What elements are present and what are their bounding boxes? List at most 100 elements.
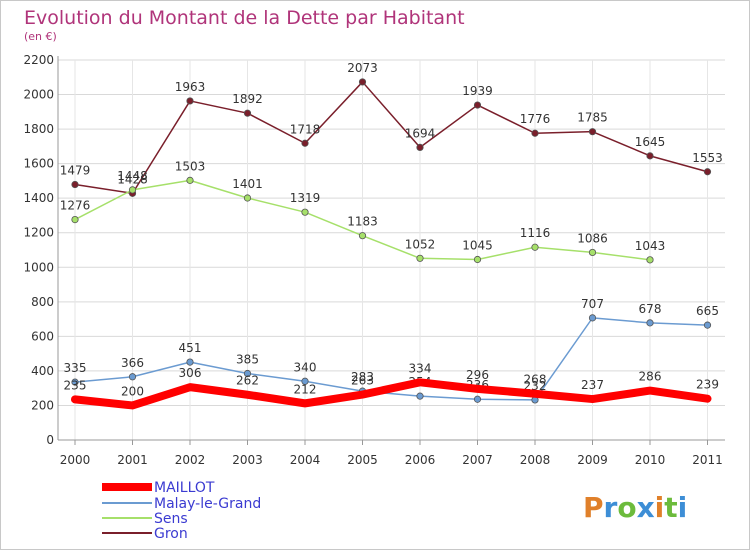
data-point <box>416 254 424 262</box>
data-label: 678 <box>639 302 662 316</box>
x-tick-label: 2002 <box>175 453 206 467</box>
x-tick-label: 2005 <box>347 453 378 467</box>
legend-item: Malay-le-Grand <box>102 496 261 512</box>
legend-label: Sens <box>154 511 188 527</box>
data-label: 283 <box>351 370 374 384</box>
data-point <box>71 378 79 386</box>
data-point <box>358 78 367 86</box>
data-label: 286 <box>639 370 662 384</box>
data-point <box>301 208 309 216</box>
data-label: 1479 <box>60 164 91 178</box>
data-point <box>531 129 539 137</box>
data-label: 1043 <box>635 239 666 253</box>
data-label: 451 <box>179 341 202 355</box>
data-point <box>71 216 79 224</box>
data-label: 1276 <box>60 199 91 213</box>
data-label: 1448 <box>117 169 148 183</box>
x-tick-label: 2001 <box>117 453 148 467</box>
y-tick-label: 800 <box>31 295 54 309</box>
data-label: 334 <box>409 361 432 375</box>
y-tick-label: 1400 <box>23 191 54 205</box>
data-point <box>128 186 137 194</box>
y-tick-label: 2000 <box>23 88 54 102</box>
x-tick-label: 2003 <box>232 453 263 467</box>
data-label: 1645 <box>635 135 666 149</box>
data-point <box>186 176 194 184</box>
y-tick-label: 1800 <box>23 122 54 136</box>
data-label: 1428 <box>117 172 148 186</box>
series-sens: 1276 1448 1503 1401 1319 1183 1052 1045 1116 1086… <box>60 159 666 264</box>
series-line <box>74 81 709 195</box>
data-label: 1086 <box>577 231 608 245</box>
data-point <box>243 369 252 378</box>
data-point <box>588 314 597 322</box>
x-tick-label: 2008 <box>520 453 551 467</box>
data-label: 665 <box>696 304 719 318</box>
data-label: 335 <box>64 361 87 375</box>
data-label: 1401 <box>232 177 263 191</box>
data-label: 235 <box>64 378 87 392</box>
y-tick-label: 2200 <box>23 53 54 67</box>
x-tick-label: 2004 <box>290 453 321 467</box>
legend-label: Gron <box>154 526 188 542</box>
x-tick-label: 2006 <box>405 453 436 467</box>
data-point <box>646 319 654 327</box>
data-label: 239 <box>696 378 719 392</box>
data-point <box>416 143 424 151</box>
data-label: 263 <box>351 374 374 388</box>
data-label: 1892 <box>232 92 263 106</box>
data-label: 1694 <box>405 126 436 140</box>
data-label: 1319 <box>290 191 321 205</box>
y-tick-label: 1200 <box>23 226 54 240</box>
data-label: 200 <box>121 384 144 398</box>
chart-subtitle: (en €) <box>24 30 57 43</box>
data-label: 1963 <box>175 80 206 94</box>
series-gron: 1479 1428 1963 1892 1718 2073 1694 1939 1776 1785… <box>60 61 723 197</box>
data-label: 1052 <box>405 237 436 251</box>
data-label: 1503 <box>175 159 206 173</box>
y-tick-label: 1600 <box>23 157 54 171</box>
data-label: 707 <box>581 297 604 311</box>
data-point <box>703 321 712 329</box>
data-label: 268 <box>524 373 547 387</box>
x-tick-label: 2000 <box>60 453 91 467</box>
series-line <box>71 378 712 410</box>
data-label: 1776 <box>520 112 551 126</box>
data-label: 306 <box>179 366 202 380</box>
x-tick-label: 2009 <box>577 453 608 467</box>
data-point <box>243 194 252 202</box>
x-tick-label: 2011 <box>692 453 723 467</box>
data-point <box>243 109 252 117</box>
chart-title: Evolution du Montant de la Dette par Hab… <box>24 7 465 29</box>
data-label: 212 <box>294 382 317 396</box>
y-tick-label: 400 <box>31 364 54 378</box>
data-point <box>186 358 194 366</box>
series-maillot: 235 200 306 262 212 263 334 296 268 237 286 239 <box>64 361 719 410</box>
data-point <box>128 373 137 381</box>
legend-label: MAILLOT <box>154 480 215 496</box>
data-point <box>416 392 424 400</box>
series-line <box>74 317 709 401</box>
data-label: 1785 <box>577 111 608 125</box>
y-tick-label: 600 <box>31 329 54 343</box>
data-point <box>301 377 309 385</box>
data-point <box>301 139 309 147</box>
data-point <box>588 248 597 257</box>
data-label: 366 <box>121 356 144 370</box>
data-label: 1116 <box>520 226 551 240</box>
data-label: 2073 <box>347 61 378 75</box>
legend-item: Sens <box>102 511 188 527</box>
data-label: 340 <box>294 360 317 374</box>
data-label: 1045 <box>462 239 493 253</box>
data-point <box>358 232 367 240</box>
data-point <box>531 243 539 251</box>
data-point <box>703 168 712 176</box>
data-point <box>186 97 194 105</box>
data-label: 385 <box>236 353 259 367</box>
x-tick-label: 2010 <box>635 453 666 467</box>
svg-text:Proxiti: Proxiti <box>583 491 687 524</box>
data-label: 1718 <box>290 122 321 136</box>
legend-item: MAILLOT <box>102 480 215 496</box>
data-label: 1553 <box>692 151 723 165</box>
